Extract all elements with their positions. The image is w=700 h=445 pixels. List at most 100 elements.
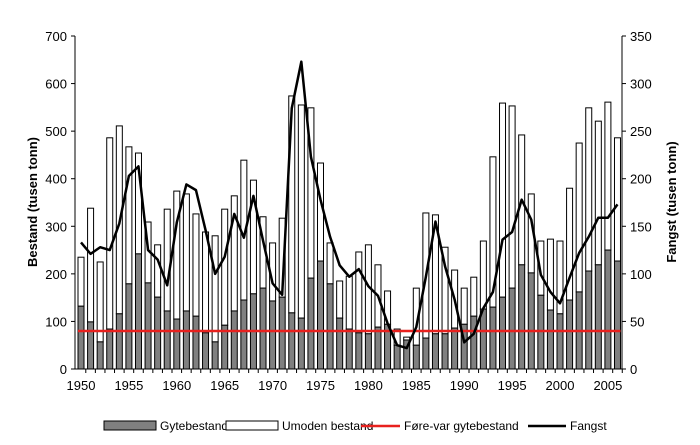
- gytebestand-bar: [412, 344, 420, 370]
- gytebestand-bar: [479, 308, 487, 370]
- umoden-bar: [192, 213, 200, 317]
- legend: Gytebestand Umoden bestand Føre-var gyte…: [103, 419, 607, 433]
- x-tick-label: 2000: [546, 378, 575, 393]
- umoden-bar: [585, 107, 593, 272]
- y2-tick-label: 50: [630, 314, 644, 329]
- x-tick-label: 2005: [593, 378, 622, 393]
- umoden-bar: [508, 105, 516, 289]
- umoden-bar: [154, 244, 162, 298]
- gytebestand-bar: [393, 344, 401, 370]
- gytebestand-bar: [297, 317, 305, 370]
- umoden-bar: [211, 235, 219, 343]
- gytebestand-bar: [451, 327, 459, 370]
- umoden-bar: [125, 146, 133, 285]
- y-tick-label: 400: [45, 172, 67, 187]
- umoden-bar: [594, 120, 602, 266]
- umoden-bar: [479, 240, 487, 310]
- y2-tick-label: 150: [630, 219, 652, 234]
- umoden-bar: [297, 104, 305, 319]
- umoden-bar: [182, 193, 190, 312]
- umoden-bar: [604, 101, 612, 251]
- umoden-bar: [326, 242, 334, 285]
- gytebestand-bar: [211, 341, 219, 370]
- gytebestand-bar: [106, 328, 114, 370]
- x-tick-label: 1960: [162, 378, 191, 393]
- gytebestand-bar: [144, 282, 152, 370]
- gytebestand-bar: [336, 317, 344, 370]
- gytebestand-bar: [269, 300, 277, 370]
- gytebestand-bar: [470, 315, 478, 370]
- gytebestand-bar: [134, 253, 142, 370]
- y-tick-label: 600: [45, 77, 67, 92]
- gytebestand-bar: [288, 312, 296, 370]
- umoden-bar: [163, 208, 171, 312]
- gytebestand-bar: [585, 270, 593, 370]
- umoden-bar: [460, 287, 468, 325]
- x-tick-label: 1995: [498, 378, 527, 393]
- y-tick-label: 200: [45, 267, 67, 282]
- x-tick-label: 1965: [210, 378, 239, 393]
- gytebestand-bar: [240, 299, 248, 370]
- umoden-bar: [546, 238, 554, 311]
- gytebestand-bar: [278, 296, 286, 370]
- gytebestand-bar: [317, 260, 324, 370]
- gytebestand-bar: [230, 310, 238, 370]
- gytebestand-bar: [154, 296, 162, 370]
- gytebestand-bar: [96, 341, 104, 370]
- legend-label-fangst: Fangst: [570, 419, 607, 433]
- gytebestand-bar: [518, 264, 526, 370]
- gytebestand-bar: [422, 337, 430, 370]
- umoden-bar: [470, 276, 478, 317]
- gytebestand-bar: [87, 321, 95, 370]
- gytebestand-bar: [499, 296, 507, 370]
- gytebestand-bar: [259, 287, 267, 370]
- gytebestand-bar: [115, 313, 123, 370]
- y-tick-label: 700: [45, 29, 67, 44]
- legend-label-gytebestand: Gytebestand: [160, 419, 228, 433]
- legend-label-forevar: Føre-var gytebestand: [404, 419, 519, 433]
- y2-tick-label: 100: [630, 267, 652, 282]
- gytebestand-bar: [613, 260, 621, 370]
- gytebestand-bar: [202, 332, 210, 370]
- umoden-bar: [202, 231, 210, 334]
- umoden-bar: [336, 280, 344, 319]
- legend-label-umoden: Umoden bestand: [282, 419, 373, 433]
- x-tick-label: 1990: [450, 378, 479, 393]
- y2-axis-label: Fangst (tusen tonn): [664, 141, 679, 262]
- x-tick-label: 1985: [402, 378, 431, 393]
- gytebestand-bar: [326, 283, 334, 370]
- y2-tick-label: 250: [630, 124, 652, 139]
- gytebestand-bar: [604, 249, 612, 370]
- gytebestand-bar: [594, 264, 602, 370]
- umoden-bar: [355, 251, 363, 334]
- y-tick-label: 300: [45, 219, 67, 234]
- y2-tick-label: 300: [630, 77, 652, 92]
- gytebestand-bar: [307, 277, 315, 370]
- x-tick-label: 1970: [258, 378, 287, 393]
- legend-swatch-umoden: [225, 420, 279, 431]
- umoden-bar: [221, 208, 229, 326]
- x-tick-label: 1980: [354, 378, 383, 393]
- fangst-line: [80, 60, 619, 350]
- gytebestand-bar: [173, 318, 181, 370]
- y2-tick-label: 200: [630, 172, 652, 187]
- x-tick-label: 1950: [67, 378, 96, 393]
- gytebestand-bar: [527, 272, 535, 370]
- gytebestand-bar: [508, 287, 516, 370]
- y-tick-label: 500: [45, 124, 67, 139]
- gytebestand-bar: [566, 299, 574, 370]
- x-tick-label: 1955: [114, 378, 143, 393]
- umoden-bar: [345, 275, 353, 330]
- y2-tick-label: 0: [630, 362, 637, 377]
- gytebestand-bar: [364, 333, 372, 370]
- gytebestand-bar: [441, 333, 449, 370]
- gytebestand-bar: [77, 305, 85, 370]
- gytebestand-bar: [431, 333, 439, 370]
- legend-swatch-gytebestand: [103, 420, 157, 431]
- gytebestand-bar: [345, 328, 353, 370]
- gytebestand-bar: [374, 326, 382, 370]
- gytebestand-bar: [182, 310, 190, 370]
- gytebestand-bar: [192, 315, 200, 370]
- umoden-bar: [87, 207, 95, 323]
